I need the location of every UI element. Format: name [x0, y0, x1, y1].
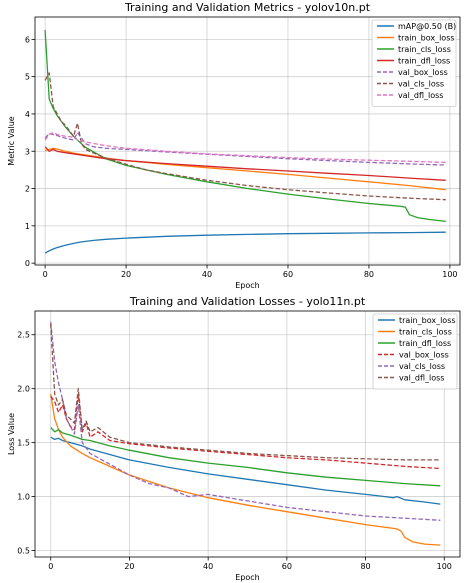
x-tick-label: 20 [124, 562, 134, 571]
y-tick-label: 1 [25, 222, 30, 231]
legend-label: train_dfl_loss [399, 339, 451, 348]
legend-label: mAP@0.50 (B) [398, 22, 456, 31]
y-tick-label: 2.0 [17, 385, 30, 394]
x-tick-label: 40 [202, 270, 212, 279]
legend-label: val_cls_loss [399, 362, 445, 371]
y-tick-label: 0.5 [17, 547, 30, 556]
legend-label: val_dfl_loss [399, 374, 444, 383]
y-tick-label: 1.0 [17, 493, 30, 502]
series-line-val-dfl-loss [44, 131, 446, 164]
series-line-train-dfl-loss [44, 146, 446, 181]
legend-label: val_box_loss [399, 351, 449, 360]
series-line-map-0-50-b- [44, 231, 446, 254]
x-tick-label: 40 [203, 562, 213, 571]
legend-box [372, 313, 458, 390]
x-tick-label: 80 [360, 562, 370, 571]
series-line-train-cls-loss [50, 393, 441, 546]
x-tick-label: 60 [282, 562, 292, 571]
y-tick-label: 0 [25, 259, 30, 268]
x-axis-label: Epoch [235, 573, 260, 582]
chart-2: 0 20 40 60 80 100 0.5 1.0 1.5 2.0 2.5 Training and … [7, 295, 461, 582]
x-tick-label: 20 [121, 270, 131, 279]
y-tick-label: 6 [25, 35, 30, 44]
plot-frame [34, 310, 461, 558]
series-line-val-box-loss [50, 393, 441, 470]
x-tick-label: 0 [48, 562, 53, 571]
plot-frame [34, 16, 461, 266]
chart-title: Training and Validation Metrics - yolov1… [124, 1, 371, 14]
legend-label: val_cls_loss [398, 80, 444, 89]
legend-label: train_box_loss [398, 34, 455, 43]
x-tick-label: 80 [364, 270, 374, 279]
x-tick-label: 0 [43, 270, 48, 279]
x-tick-label: 100 [437, 562, 452, 571]
series-line-train-dfl-loss [50, 427, 441, 487]
y-tick-label: 4 [25, 110, 30, 119]
legend-label: train_cls_loss [398, 45, 451, 54]
series-line-val-box-loss [44, 131, 446, 166]
chart-1: 0 20 40 60 80 100 0 1 2 3 4 5 6 Training and Validati… [7, 1, 461, 290]
legend-box [371, 19, 457, 107]
legend: mAP@0.50 (B) train_box_loss train_cls_loss… [371, 19, 457, 107]
x-axis-label: Epoch [235, 281, 260, 290]
y-tick-label: 3 [25, 147, 30, 156]
series-line-val-cls-loss [44, 72, 446, 201]
y-tick-label: 2.5 [17, 331, 30, 340]
chart-title: Training and Validation Losses - yolo11n… [129, 295, 366, 308]
y-tick-label: 5 [25, 73, 30, 82]
y-tick-label: 1.5 [17, 439, 30, 448]
x-tick-label: 100 [442, 270, 457, 279]
series-line-train-box-loss [50, 436, 441, 505]
legend-label: val_dfl_loss [398, 91, 443, 100]
y-tick-label: 2 [25, 185, 30, 194]
series-line-val-dfl-loss [50, 323, 441, 461]
y-axis-label: Metric Value [7, 116, 16, 165]
y-axis-label: Loss Value [7, 413, 16, 455]
x-tick-label: 60 [283, 270, 293, 279]
legend-label: train_dfl_loss [398, 57, 450, 66]
legend-label: val_box_loss [398, 68, 448, 77]
legend-label: train_box_loss [399, 316, 456, 325]
legend-label: train_cls_loss [399, 328, 452, 337]
legend: train_box_loss train_cls_loss train_dfl_lo… [372, 313, 458, 390]
